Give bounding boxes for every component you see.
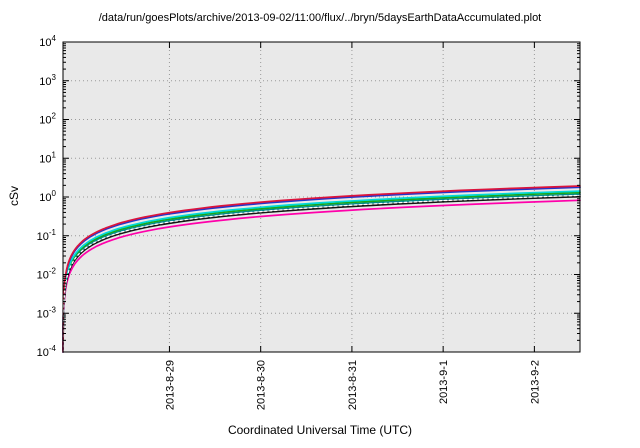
svg-text:10-2: 10-2 xyxy=(37,267,57,282)
y-axis-label: cSv xyxy=(7,186,21,207)
svg-text:104: 104 xyxy=(39,34,56,49)
svg-text:103: 103 xyxy=(39,73,56,88)
svg-text:2013-9-2: 2013-9-2 xyxy=(529,360,541,404)
svg-text:2013-8-31: 2013-8-31 xyxy=(347,360,359,410)
plot-title: /data/run/goesPlots/archive/2013-09-02/1… xyxy=(98,12,542,24)
svg-text:2013-8-29: 2013-8-29 xyxy=(164,360,176,410)
svg-text:2013-9-1: 2013-9-1 xyxy=(438,360,450,404)
svg-text:102: 102 xyxy=(39,112,56,127)
svg-text:100: 100 xyxy=(39,189,56,204)
svg-text:10-3: 10-3 xyxy=(37,305,57,320)
svg-text:10-4: 10-4 xyxy=(37,344,57,359)
svg-text:2013-8-30: 2013-8-30 xyxy=(256,360,268,410)
svg-text:101: 101 xyxy=(39,150,56,165)
x-axis-label: Coordinated Universal Time (UTC) xyxy=(227,423,413,437)
svg-text:10-1: 10-1 xyxy=(37,228,57,243)
